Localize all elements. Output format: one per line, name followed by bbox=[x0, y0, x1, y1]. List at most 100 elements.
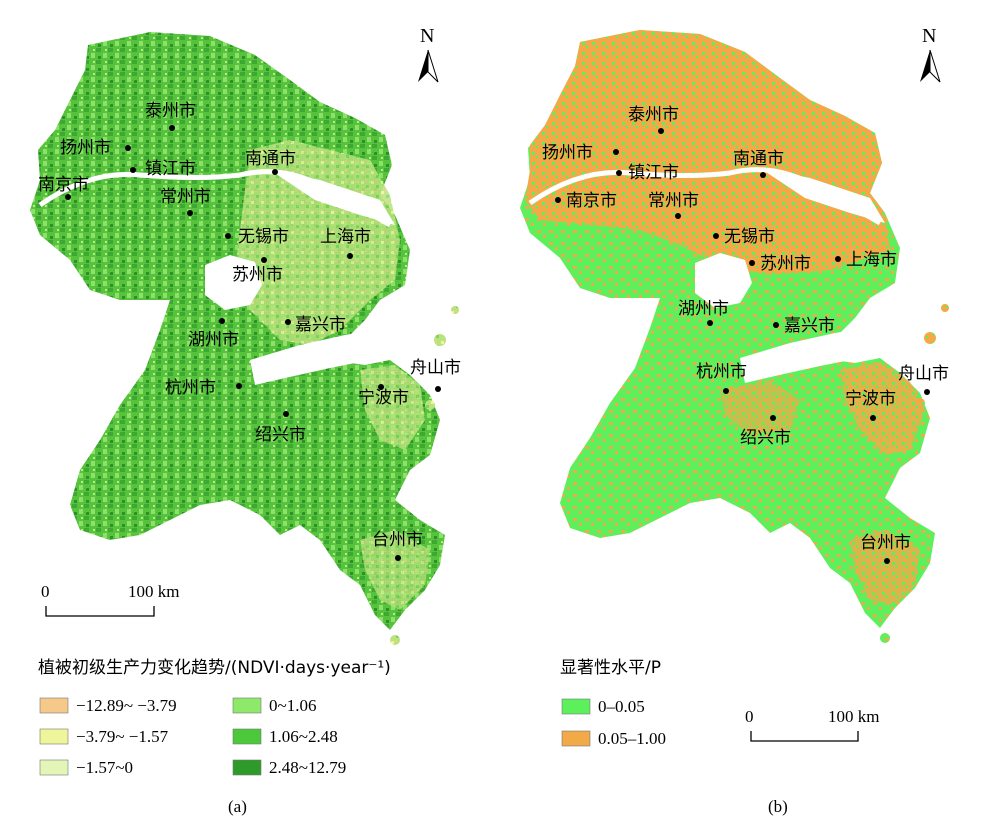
island bbox=[941, 304, 949, 312]
city-marker bbox=[760, 172, 766, 178]
legend-label: 1.06~2.48 bbox=[269, 727, 338, 746]
city-label: 上海市 bbox=[846, 250, 897, 270]
legend-swatch bbox=[232, 697, 262, 714]
region-decline bbox=[360, 365, 425, 450]
city-label: 苏州市 bbox=[232, 265, 283, 285]
city-marker bbox=[378, 384, 384, 390]
city-label: 杭州市 bbox=[696, 362, 747, 382]
legend-label: −3.79~ −1.57 bbox=[76, 727, 169, 746]
scale-bar: 0 100 km bbox=[41, 582, 179, 617]
panel-label: (b) bbox=[768, 797, 788, 816]
city-marker bbox=[658, 128, 664, 134]
scale-bar: 0 100 km bbox=[745, 707, 879, 742]
svg-text:N: N bbox=[922, 25, 936, 47]
city-label: 绍兴市 bbox=[740, 428, 791, 448]
legend-label: 0–0.05 bbox=[598, 697, 645, 716]
city-marker bbox=[261, 257, 267, 263]
city-label: 嘉兴市 bbox=[295, 315, 346, 335]
region-nonsignificant bbox=[525, 30, 890, 275]
legend: 植被初级生产力变化趋势/(NDVI·days·year⁻¹) −12.89~ −… bbox=[38, 658, 391, 777]
city-marker bbox=[395, 555, 401, 561]
city-label: 泰州市 bbox=[145, 101, 196, 121]
svg-text:显著性水平/P: 显著性水平/P bbox=[560, 658, 661, 678]
legend: 显著性水平/P 0–0.05 0.05–1.00 bbox=[560, 658, 666, 748]
city-marker bbox=[613, 149, 619, 155]
region-decline bbox=[235, 140, 400, 345]
legend-swatch bbox=[232, 728, 262, 745]
city-marker bbox=[924, 389, 930, 395]
city-marker bbox=[435, 386, 441, 392]
city-marker bbox=[125, 145, 131, 151]
legend-label: 2.48~12.79 bbox=[269, 758, 346, 777]
island bbox=[880, 633, 890, 643]
city-marker bbox=[130, 167, 136, 173]
city-label: 台州市 bbox=[372, 530, 423, 550]
city-marker bbox=[285, 319, 291, 325]
city-marker bbox=[219, 318, 225, 324]
city-label: 南京市 bbox=[38, 175, 89, 195]
city-label: 宁波市 bbox=[358, 388, 409, 408]
city-marker bbox=[713, 233, 719, 239]
city-label: 无锡市 bbox=[724, 227, 775, 247]
legend-swatch bbox=[39, 728, 69, 745]
city-marker bbox=[347, 253, 353, 259]
island bbox=[451, 306, 459, 314]
legend-swatch bbox=[561, 698, 591, 715]
city-marker bbox=[870, 415, 876, 421]
city-marker bbox=[272, 169, 278, 175]
city-marker bbox=[236, 383, 242, 389]
city-label: 常州市 bbox=[648, 191, 699, 211]
legend-label: −12.89~ −3.79 bbox=[76, 696, 177, 715]
city-label: 舟山市 bbox=[410, 358, 461, 378]
svg-text:0: 0 bbox=[745, 707, 754, 726]
region-nonsignificant bbox=[850, 530, 920, 605]
svg-text:N: N bbox=[420, 25, 434, 47]
city-marker bbox=[723, 388, 729, 394]
city-marker bbox=[616, 170, 622, 176]
lake-taihu bbox=[695, 253, 752, 308]
region-decline bbox=[360, 530, 430, 610]
legend-label: 0~1.06 bbox=[269, 696, 316, 715]
north-arrow: N bbox=[920, 25, 941, 83]
river-estuary bbox=[760, 168, 885, 223]
city-label: 湖州市 bbox=[678, 299, 729, 319]
city-label: 南京市 bbox=[566, 191, 617, 211]
legend-swatch bbox=[39, 759, 69, 776]
river-estuary bbox=[270, 170, 395, 225]
panel-label: (a) bbox=[228, 797, 247, 816]
bay-hangzhou bbox=[740, 328, 865, 383]
city-label: 扬州市 bbox=[542, 143, 593, 163]
legend-swatch bbox=[561, 730, 591, 747]
island bbox=[434, 334, 446, 346]
city-label: 上海市 bbox=[320, 227, 371, 247]
city-label: 苏州市 bbox=[760, 254, 811, 274]
region-nonsignificant bbox=[840, 362, 925, 455]
city-label: 舟山市 bbox=[898, 364, 949, 384]
city-marker bbox=[169, 125, 175, 131]
city-marker bbox=[65, 194, 71, 200]
island bbox=[390, 635, 400, 645]
legend-swatch bbox=[39, 697, 69, 714]
island bbox=[924, 332, 936, 344]
city-label: 镇江市 bbox=[628, 163, 679, 183]
city-marker bbox=[283, 411, 289, 417]
city-label: 镇江市 bbox=[145, 159, 196, 179]
svg-text:植被初级生产力变化趋势/(NDVI·days·year⁻¹): 植被初级生产力变化趋势/(NDVI·days·year⁻¹) bbox=[38, 658, 391, 678]
legend-swatch bbox=[232, 759, 262, 776]
map-panel-b: N 泰州市 扬州市 镇江市 南通市 bbox=[520, 25, 949, 816]
city-label: 嘉兴市 bbox=[784, 316, 835, 336]
city-marker bbox=[225, 233, 231, 239]
city-label: 杭州市 bbox=[165, 378, 216, 398]
city-label: 台州市 bbox=[860, 533, 911, 553]
city-marker bbox=[187, 210, 193, 216]
city-markers bbox=[65, 125, 441, 561]
city-label: 宁波市 bbox=[845, 389, 896, 409]
island bbox=[915, 398, 925, 408]
map-panel-a: N 泰州市 扬州市 镇江市 南京市 bbox=[30, 25, 461, 816]
city-labels: 泰州市 扬州市 镇江市 南通市 南京市 常州市 无锡市 苏州市 上海市 湖州市 … bbox=[542, 105, 949, 553]
city-marker bbox=[835, 256, 841, 262]
city-label: 南通市 bbox=[245, 149, 296, 169]
city-label: 湖州市 bbox=[188, 330, 239, 350]
lake-taihu bbox=[205, 255, 262, 310]
